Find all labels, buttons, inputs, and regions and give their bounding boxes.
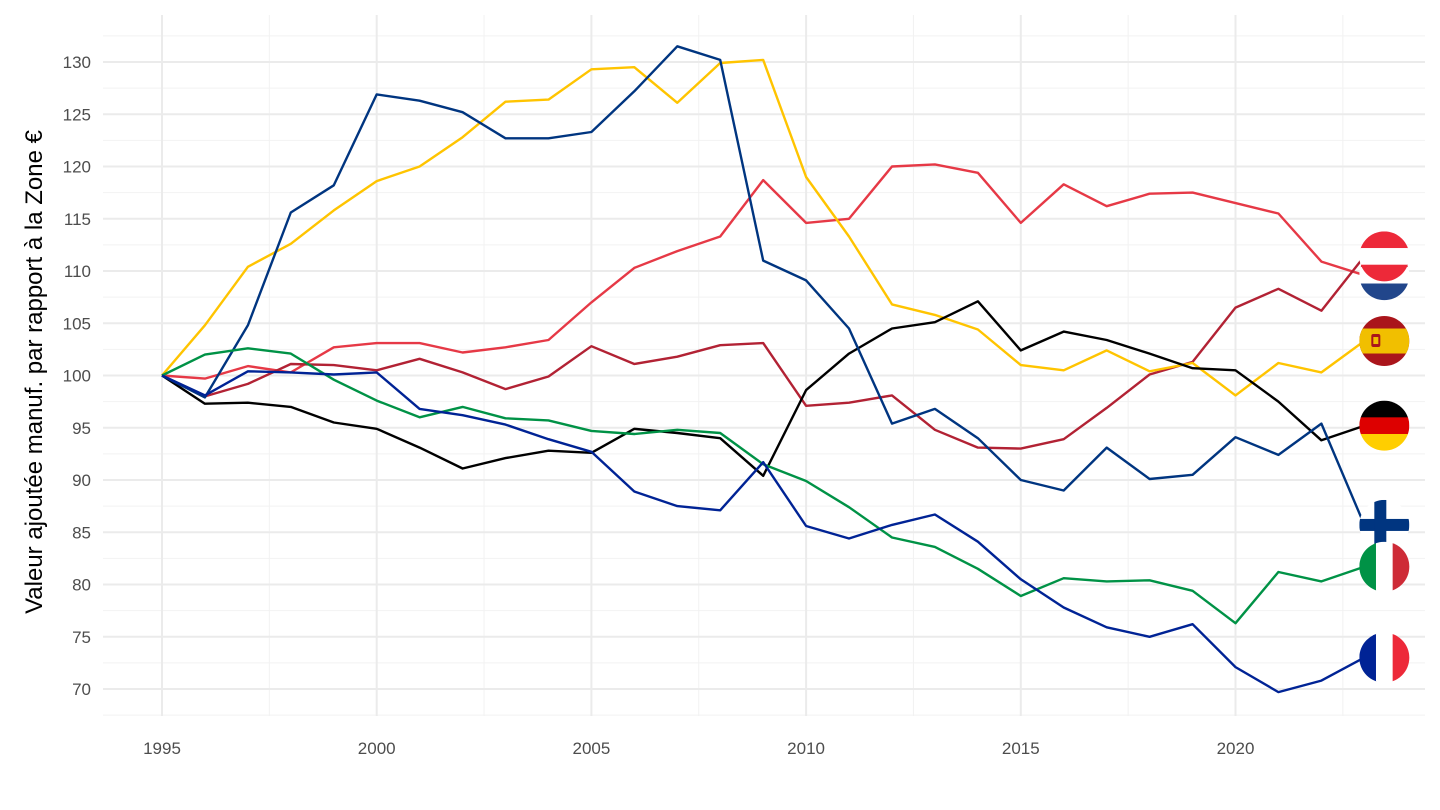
- x-tick-label: 2000: [358, 739, 396, 758]
- y-tick-label: 90: [72, 471, 91, 490]
- series-line-france: [161, 370, 1365, 694]
- x-tick-label: 1995: [143, 739, 181, 758]
- y-tick-label: 110: [64, 262, 91, 281]
- series-line-germany: [161, 300, 1365, 477]
- y-axis-tick-labels: 70 75 80 85 90 95 100 105 110 115 120 125 130: [63, 53, 91, 699]
- finland-flag: [1359, 499, 1410, 550]
- y-tick-label: 95: [72, 419, 91, 438]
- y-tick-label: 115: [64, 210, 91, 229]
- y-tick-label: 100: [63, 367, 91, 386]
- y-tick-label: 85: [72, 523, 91, 542]
- x-tick-label: 2015: [1002, 739, 1040, 758]
- x-tick-label: 2020: [1217, 739, 1255, 758]
- y-tick-label: 105: [63, 314, 91, 333]
- series-line-finland: [161, 45, 1366, 526]
- y-tick-label: 130: [63, 53, 91, 72]
- flag-markers: [1359, 231, 1410, 683]
- y-tick-label: 120: [63, 158, 91, 177]
- series-line-spain: [161, 58, 1366, 397]
- austria-flag: [1359, 231, 1410, 282]
- y-tick-label: 125: [63, 105, 91, 124]
- y-tick-label: 70: [72, 680, 91, 699]
- x-tick-label: 2005: [572, 739, 610, 758]
- france-flag: [1359, 632, 1410, 683]
- italy-flag: [1359, 541, 1410, 592]
- series-lines: [161, 45, 1366, 694]
- series-line-italy: [161, 347, 1365, 625]
- y-axis-label: Valeur ajoutée manuf. par rapport à la Z…: [21, 129, 48, 614]
- series-line-austria: [161, 255, 1366, 450]
- spain-flag: [1359, 316, 1410, 367]
- series-line-netherlands: [161, 163, 1365, 380]
- x-axis-tick-labels: 1995 2000 2005 2010 2015 2020: [143, 739, 1254, 758]
- y-tick-label: 75: [72, 628, 91, 647]
- x-tick-label: 2010: [787, 739, 825, 758]
- y-tick-label: 80: [72, 576, 91, 595]
- germany-flag: [1359, 400, 1410, 451]
